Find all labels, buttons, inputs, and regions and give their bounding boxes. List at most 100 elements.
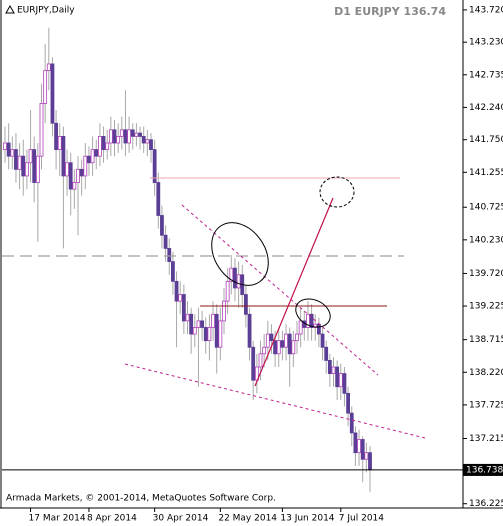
candle-body <box>68 162 73 190</box>
y-tick-label: 138.220 <box>469 368 503 378</box>
candle-body <box>134 132 139 137</box>
candle-body <box>3 142 7 150</box>
candle-body <box>149 139 153 150</box>
candle-body <box>353 432 358 454</box>
candle-body <box>222 300 226 322</box>
candle-body <box>207 327 212 342</box>
x-tick-label: 30 Apr 2014 <box>153 514 209 524</box>
candle-body <box>291 340 296 355</box>
y-tick-label: 140.725 <box>469 203 503 213</box>
candle-body <box>320 333 325 348</box>
candle-body <box>192 327 197 335</box>
candle-body <box>65 162 69 177</box>
y-tick-label: 142.240 <box>469 103 503 113</box>
candle-body <box>364 452 369 460</box>
candle-body <box>214 313 219 348</box>
ellipse <box>295 298 331 328</box>
y-tick-label: 140.230 <box>469 235 503 245</box>
candle-body <box>138 132 142 137</box>
candle-body <box>349 412 354 434</box>
candle-body <box>32 149 37 183</box>
candle-body <box>127 129 131 144</box>
candle-body <box>218 320 223 348</box>
y-tick-label: 141.255 <box>469 168 503 178</box>
y-tick-label: 143.230 <box>469 38 503 48</box>
x-tick-label: 22 May 2014 <box>218 514 277 524</box>
candle-body <box>87 155 91 164</box>
candle-body <box>39 103 44 157</box>
candle-body <box>46 63 51 71</box>
y-tick-label: 141.750 <box>469 135 503 145</box>
candle-body <box>280 340 285 348</box>
candle-body <box>72 182 77 190</box>
annotations <box>2 176 426 439</box>
y-tick-label: 139.225 <box>469 302 503 312</box>
candle-body <box>130 129 135 137</box>
candle-body <box>116 136 121 144</box>
candle-body <box>21 155 26 177</box>
candle-body <box>160 215 164 236</box>
x-tick-label: 7 Jul 2014 <box>339 514 384 524</box>
candle-body <box>287 333 292 355</box>
candle-body <box>119 129 124 137</box>
candle-body <box>368 452 372 471</box>
candle-body <box>50 63 55 124</box>
candle-body <box>76 168 80 183</box>
candle-body <box>200 320 205 328</box>
candle-body <box>123 129 128 144</box>
candle-body <box>357 439 361 454</box>
candle-body <box>43 70 48 104</box>
footer: Armada Markets, © 2001-2014, MetaQuotes … <box>6 494 276 504</box>
candle-body <box>57 136 62 150</box>
candle-body <box>24 162 29 177</box>
candle-body <box>331 366 336 374</box>
candle-body <box>316 323 321 335</box>
candle-body <box>211 313 215 328</box>
candle-body <box>306 313 310 328</box>
candle-body <box>251 346 256 381</box>
y-tick-label: 137.215 <box>469 434 503 444</box>
candle-body <box>196 320 201 328</box>
candle-body <box>54 122 58 150</box>
candle-body <box>284 333 288 348</box>
y-tick-label: 142.735 <box>469 70 503 80</box>
candle-body <box>105 142 110 150</box>
candle-body <box>247 313 252 348</box>
current-price-label: 136.738 <box>466 465 503 475</box>
x-tick-label: 13 Jun 2014 <box>280 514 334 524</box>
candle-body <box>181 294 186 322</box>
candle-body <box>360 439 365 460</box>
candle-body <box>233 267 237 289</box>
candle-body <box>295 333 299 342</box>
candle-body <box>265 333 270 348</box>
candle-body <box>83 155 88 177</box>
y-tick-label: 143.720 <box>469 5 503 15</box>
x-tick-label: 8 Apr 2014 <box>87 514 137 524</box>
candle-body <box>236 274 241 289</box>
candle-body <box>229 267 234 282</box>
candle-body <box>225 280 230 302</box>
candle-body <box>327 360 332 374</box>
candle-body <box>28 149 33 164</box>
projection-line <box>254 197 334 387</box>
symbol-info: D1 EURJPY 136.74 <box>334 5 446 18</box>
candle-body <box>17 155 22 170</box>
y-tick-label: 139.720 <box>469 269 503 279</box>
x-tick-label: 17 Mar 2014 <box>29 514 86 524</box>
candle-body <box>112 129 117 144</box>
candle-body <box>94 149 99 157</box>
y-tick-label: 136.225 <box>469 499 503 509</box>
target-ellipse <box>319 176 355 208</box>
candle-body <box>170 261 175 282</box>
candle-body <box>273 340 278 355</box>
current-price-box <box>463 463 503 476</box>
symbol-icon <box>5 4 15 14</box>
candle-body <box>276 340 281 355</box>
candle-body <box>178 294 183 302</box>
candle-body <box>338 373 343 388</box>
candle-body <box>189 313 194 335</box>
candle-body <box>156 182 161 216</box>
candle-body <box>313 323 318 328</box>
